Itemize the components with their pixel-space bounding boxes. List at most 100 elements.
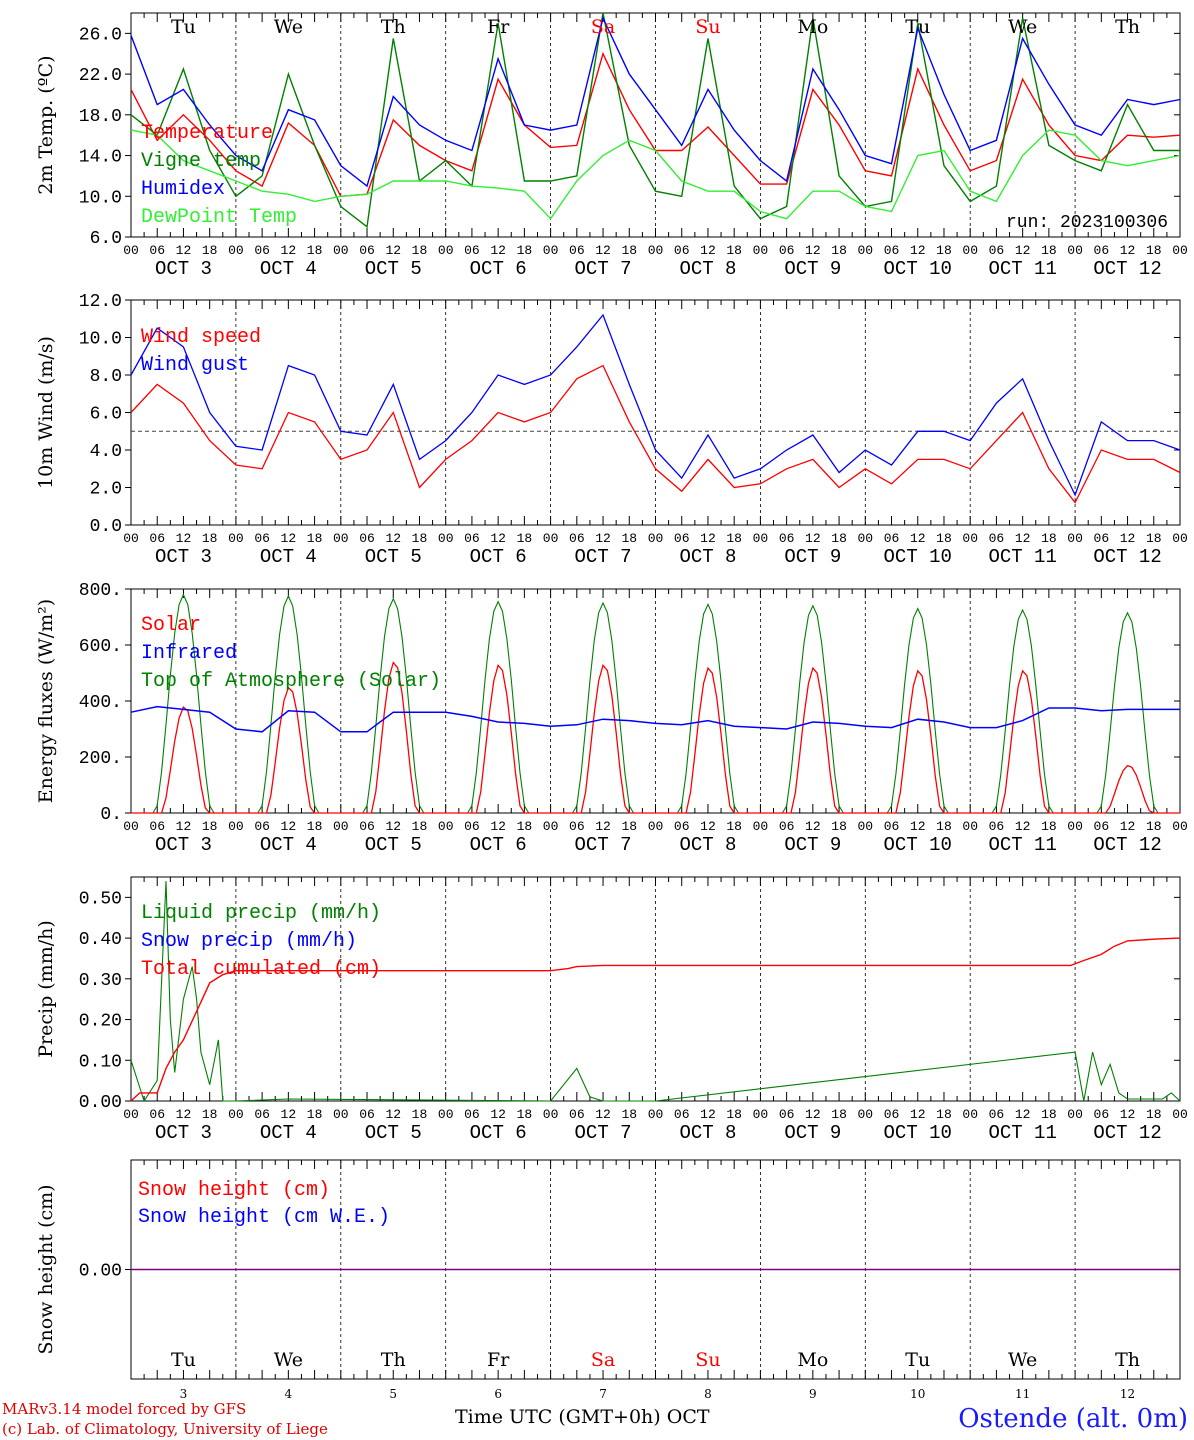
hour-label: 18 bbox=[621, 531, 637, 546]
lab-credit: (c) Lab. of Climatology, University of L… bbox=[2, 1420, 328, 1438]
legend-entry: Temperature bbox=[141, 122, 273, 145]
hour-label: 00 bbox=[962, 243, 978, 258]
hour-label: 12 bbox=[805, 819, 821, 834]
station-name: Ostende (alt. 0m) bbox=[958, 1404, 1188, 1434]
series-line bbox=[130, 129, 1181, 220]
hour-label: 06 bbox=[464, 819, 480, 834]
hour-label: 18 bbox=[412, 819, 428, 834]
hour-label: 12 bbox=[176, 531, 192, 546]
hour-label: 18 bbox=[202, 819, 218, 834]
hour-label: 18 bbox=[1041, 1107, 1057, 1122]
hour-label: 18 bbox=[621, 819, 637, 834]
hour-label: 00 bbox=[1172, 531, 1188, 546]
y-axis-label: 2m Temp. (ºC) bbox=[35, 55, 57, 194]
day-number: 3 bbox=[180, 1387, 188, 1401]
series-line bbox=[130, 12, 1180, 229]
date-label: OCT 4 bbox=[260, 546, 317, 568]
hour-label: 00 bbox=[438, 819, 454, 834]
date-label: OCT 12 bbox=[1093, 1122, 1161, 1144]
hour-label: 06 bbox=[989, 531, 1005, 546]
legend-entry: DewPoint Temp bbox=[141, 206, 297, 229]
hour-label: 18 bbox=[202, 243, 218, 258]
hour-label: 00 bbox=[228, 1107, 244, 1122]
hour-label: 06 bbox=[1094, 531, 1110, 546]
legend-entry: Humidex bbox=[141, 178, 225, 201]
date-label: OCT 6 bbox=[470, 258, 527, 280]
panel-2: 0.0 2.0 4.0 6.0 8.0 10.0 12.0 10m Wind (m/s) 00 0… bbox=[35, 292, 1188, 568]
hour-label: 00 bbox=[857, 243, 873, 258]
hour-label: 12 bbox=[595, 1107, 611, 1122]
hour-label: 12 bbox=[595, 819, 611, 834]
hour-label: 18 bbox=[202, 1107, 218, 1122]
day-name: Tu bbox=[905, 16, 930, 38]
day-name: Mo bbox=[797, 1349, 828, 1371]
hour-label: 00 bbox=[1067, 1107, 1083, 1122]
y-tick-label: 0.00 bbox=[79, 1262, 122, 1282]
hour-label: 06 bbox=[674, 531, 690, 546]
hour-label: 18 bbox=[936, 531, 952, 546]
day-name: Th bbox=[1115, 16, 1140, 38]
solar-line bbox=[131, 661, 1180, 814]
hour-label: 06 bbox=[359, 531, 375, 546]
hour-label: 18 bbox=[831, 1107, 847, 1122]
hour-label: 18 bbox=[726, 819, 742, 834]
day-number: 9 bbox=[809, 1387, 817, 1401]
day-name: Th bbox=[381, 1349, 406, 1371]
hour-label: 00 bbox=[333, 243, 349, 258]
date-label: OCT 9 bbox=[784, 258, 841, 280]
hour-label: 18 bbox=[1041, 531, 1057, 546]
hour-label: 12 bbox=[910, 531, 926, 546]
hour-label: 18 bbox=[517, 531, 533, 546]
hour-label: 00 bbox=[753, 819, 769, 834]
date-label: OCT 10 bbox=[884, 546, 952, 568]
hour-label: 12 bbox=[385, 819, 401, 834]
hour-label: 12 bbox=[281, 819, 297, 834]
hour-label: 06 bbox=[569, 1107, 585, 1122]
legend-entry: Wind speed bbox=[141, 326, 261, 349]
date-label: OCT 11 bbox=[988, 834, 1056, 856]
hour-label: 18 bbox=[307, 243, 323, 258]
hour-label: 18 bbox=[936, 1107, 952, 1122]
hour-label: 06 bbox=[884, 243, 900, 258]
hour-label: 00 bbox=[123, 531, 139, 546]
y-tick-label: 22.0 bbox=[79, 66, 122, 86]
date-label: OCT 11 bbox=[988, 546, 1056, 568]
hour-label: 12 bbox=[490, 1107, 506, 1122]
hour-label: 00 bbox=[333, 819, 349, 834]
date-label: OCT 12 bbox=[1093, 834, 1161, 856]
date-label: OCT 7 bbox=[575, 258, 632, 280]
hour-label: 06 bbox=[254, 531, 270, 546]
hour-label: 12 bbox=[1015, 819, 1031, 834]
day-name: Tu bbox=[171, 1349, 196, 1371]
day-name: We bbox=[274, 16, 303, 38]
date-label: OCT 9 bbox=[784, 546, 841, 568]
day-name: Sa bbox=[591, 1349, 615, 1371]
date-label: OCT 3 bbox=[155, 546, 212, 568]
date-label: OCT 5 bbox=[365, 834, 422, 856]
series-line bbox=[130, 313, 1181, 497]
hour-label: 00 bbox=[228, 531, 244, 546]
time-axis-label: Time UTC (GMT+0h) bbox=[455, 1406, 661, 1428]
panel-4: 0.00 0.10 0.20 0.30 0.40 0.50 Precip (mm/h) 00 0… bbox=[35, 876, 1188, 1144]
hour-label: 00 bbox=[543, 531, 559, 546]
hour-label: 18 bbox=[1146, 531, 1162, 546]
hour-label: 00 bbox=[1067, 531, 1083, 546]
hour-label: 18 bbox=[412, 243, 428, 258]
hour-label: 06 bbox=[464, 1107, 480, 1122]
hour-label: 12 bbox=[490, 243, 506, 258]
hour-label: 00 bbox=[333, 1107, 349, 1122]
hour-label: 06 bbox=[359, 1107, 375, 1122]
hour-label: 00 bbox=[753, 243, 769, 258]
day-name: Th bbox=[1115, 1349, 1140, 1371]
hour-label: 18 bbox=[726, 243, 742, 258]
hour-label: 00 bbox=[753, 1107, 769, 1122]
panel-frame bbox=[130, 588, 1181, 814]
hour-label: 18 bbox=[831, 243, 847, 258]
hour-label: 00 bbox=[438, 531, 454, 546]
hour-label: 06 bbox=[569, 243, 585, 258]
panel-frame bbox=[130, 12, 1181, 238]
date-label: OCT 10 bbox=[884, 258, 952, 280]
hour-label: 18 bbox=[1041, 819, 1057, 834]
y-tick-label: 0.0 bbox=[90, 517, 122, 537]
